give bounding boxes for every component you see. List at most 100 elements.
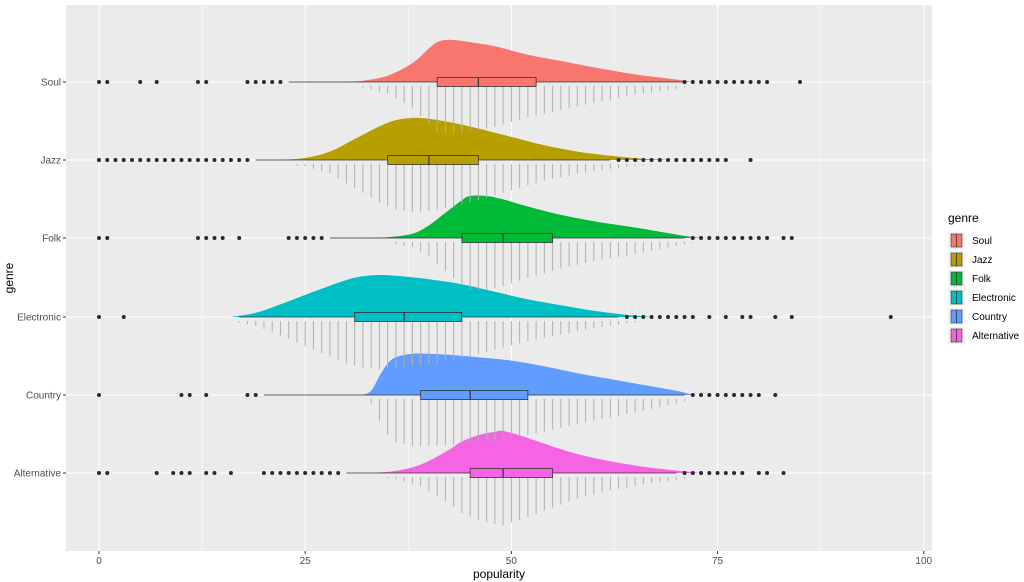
outlier-point-electronic (121, 315, 126, 319)
outlier-point-alternative (311, 471, 316, 475)
outlier-point-jazz (187, 158, 192, 162)
y-tick-label: Alternative (14, 469, 62, 480)
outlier-point-jazz (245, 158, 250, 162)
outlier-point-folk (204, 236, 209, 240)
outlier-point-electronic (624, 315, 629, 319)
outlier-point-soul (138, 80, 143, 84)
outlier-point-folk (732, 236, 737, 240)
legend-label-folk: Folk (972, 274, 992, 285)
outlier-point-country (96, 393, 101, 397)
outlier-point-jazz (121, 158, 126, 162)
outlier-point-jazz (171, 158, 176, 162)
outlier-point-jazz (146, 158, 151, 162)
box-electronic (354, 312, 463, 322)
density-electronic (231, 274, 652, 317)
outlier-point-country (756, 393, 761, 397)
box-folk (461, 233, 554, 243)
outlier-point-alternative (715, 471, 720, 475)
legend-label-electronic: Electronic (972, 293, 1016, 304)
density-soul (338, 39, 693, 82)
outlier-point-electronic (641, 315, 646, 319)
outlier-point-country (723, 393, 728, 397)
outlier-point-alternative (732, 471, 737, 475)
outlier-point-jazz (204, 158, 209, 162)
outlier-point-soul (195, 80, 200, 84)
y-tick-label: Folk (42, 234, 62, 245)
density-clouds (231, 39, 702, 473)
outlier-point-folk (789, 236, 794, 240)
outlier-point-alternative (336, 471, 341, 475)
outlier-point-jazz (707, 158, 712, 162)
outlier-point-alternative (96, 471, 101, 475)
outlier-point-folk (748, 236, 753, 240)
outlier-point-electronic (682, 315, 687, 319)
outlier-point-folk (311, 236, 316, 240)
outlier-point-electronic (707, 315, 712, 319)
x-tick-label: 0 (96, 556, 102, 567)
outlier-point-country (707, 393, 712, 397)
outlier-point-folk (303, 236, 308, 240)
outlier-point-jazz (715, 158, 720, 162)
density-folk (362, 195, 702, 238)
y-tick-label: Soul (41, 78, 61, 89)
legend: genre Soul Jazz Folk Electronic Country Alter… (948, 211, 1020, 344)
outlier-point-country (715, 393, 720, 397)
outlier-point-soul (204, 80, 209, 84)
outlier-point-folk (756, 236, 761, 240)
outlier-point-jazz (228, 158, 233, 162)
outlier-point-electronic (748, 315, 753, 319)
outlier-point-jazz (649, 158, 654, 162)
outlier-point-electronic (633, 315, 638, 319)
outlier-point-alternative (327, 471, 332, 475)
legend-title: genre (948, 211, 979, 225)
outlier-point-folk (286, 236, 291, 240)
x-axis-title: popularity (473, 567, 525, 581)
box-alternative (469, 468, 554, 478)
y-tick-label: Country (26, 391, 61, 402)
outlier-point-soul (690, 80, 695, 84)
outlier-point-alternative (723, 471, 728, 475)
outlier-point-alternative (212, 471, 217, 475)
y-axis-title: genre (2, 262, 16, 293)
outlier-point-folk (220, 236, 225, 240)
outlier-point-soul (278, 80, 283, 84)
outlier-point-electronic (666, 315, 671, 319)
density-jazz (280, 117, 677, 160)
outlier-point-jazz (138, 158, 143, 162)
outlier-point-electronic (789, 315, 794, 319)
outlier-point-folk (707, 236, 712, 240)
outlier-point-soul (270, 80, 275, 84)
outlier-point-country (748, 393, 753, 397)
outlier-point-jazz (633, 158, 638, 162)
outlier-point-alternative (781, 471, 786, 475)
outlier-point-alternative (699, 471, 704, 475)
outlier-point-country (699, 393, 704, 397)
outlier-point-alternative (270, 471, 275, 475)
outlier-point-electronic (657, 315, 662, 319)
outlier-point-country (732, 393, 737, 397)
outlier-point-jazz (195, 158, 200, 162)
outlier-point-electronic (740, 315, 745, 319)
outlier-point-soul (699, 80, 704, 84)
outlier-point-alternative (286, 471, 291, 475)
x-tick-label: 100 (915, 556, 932, 567)
outlier-point-folk (212, 236, 217, 240)
outlier-point-jazz (641, 158, 646, 162)
x-tick-label: 25 (300, 556, 312, 567)
outlier-point-soul (723, 80, 728, 84)
outlier-point-soul (715, 80, 720, 84)
outlier-point-folk (96, 236, 101, 240)
outlier-point-jazz (129, 158, 134, 162)
density-country (362, 353, 693, 395)
outlier-point-jazz (162, 158, 167, 162)
outlier-point-jazz (237, 158, 242, 162)
outlier-point-jazz (154, 158, 159, 162)
outlier-point-soul (707, 80, 712, 84)
outlier-point-electronic (723, 315, 728, 319)
box-country (420, 390, 529, 400)
box-jazz (387, 155, 479, 165)
outlier-point-alternative (682, 471, 687, 475)
y-tick-label: Electronic (17, 313, 61, 324)
outlier-point-alternative (179, 471, 184, 475)
